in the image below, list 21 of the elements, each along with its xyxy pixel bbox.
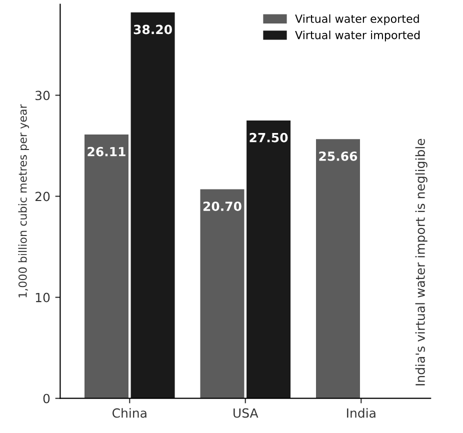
bar <box>84 134 128 398</box>
data-label: 38.20 <box>134 24 172 34</box>
data-label: 27.50 <box>250 132 288 142</box>
y-tick-label: 20 <box>35 192 50 202</box>
bar <box>200 189 244 398</box>
annotation: India's virtual water import is negligible <box>415 138 428 386</box>
x-tick-label: USA <box>234 408 258 418</box>
data-label: 25.66 <box>319 151 358 161</box>
legend-label: Virtual water imported <box>295 30 420 42</box>
y-tick-label: 10 <box>36 292 50 302</box>
y-tick-label: 30 <box>36 90 50 100</box>
bar <box>246 120 291 398</box>
y-tick-label: 0 <box>43 394 50 404</box>
y-axis-title: 1,000 billion cubic metres per year <box>18 104 30 298</box>
x-tick-label: China <box>112 408 146 418</box>
legend-label: Virtual water exported <box>295 14 419 26</box>
x-tick-label: India <box>347 408 376 418</box>
bar <box>130 12 175 398</box>
bar <box>316 139 360 398</box>
data-label: 26.11 <box>88 146 126 156</box>
data-label: 20.70 <box>203 202 242 212</box>
